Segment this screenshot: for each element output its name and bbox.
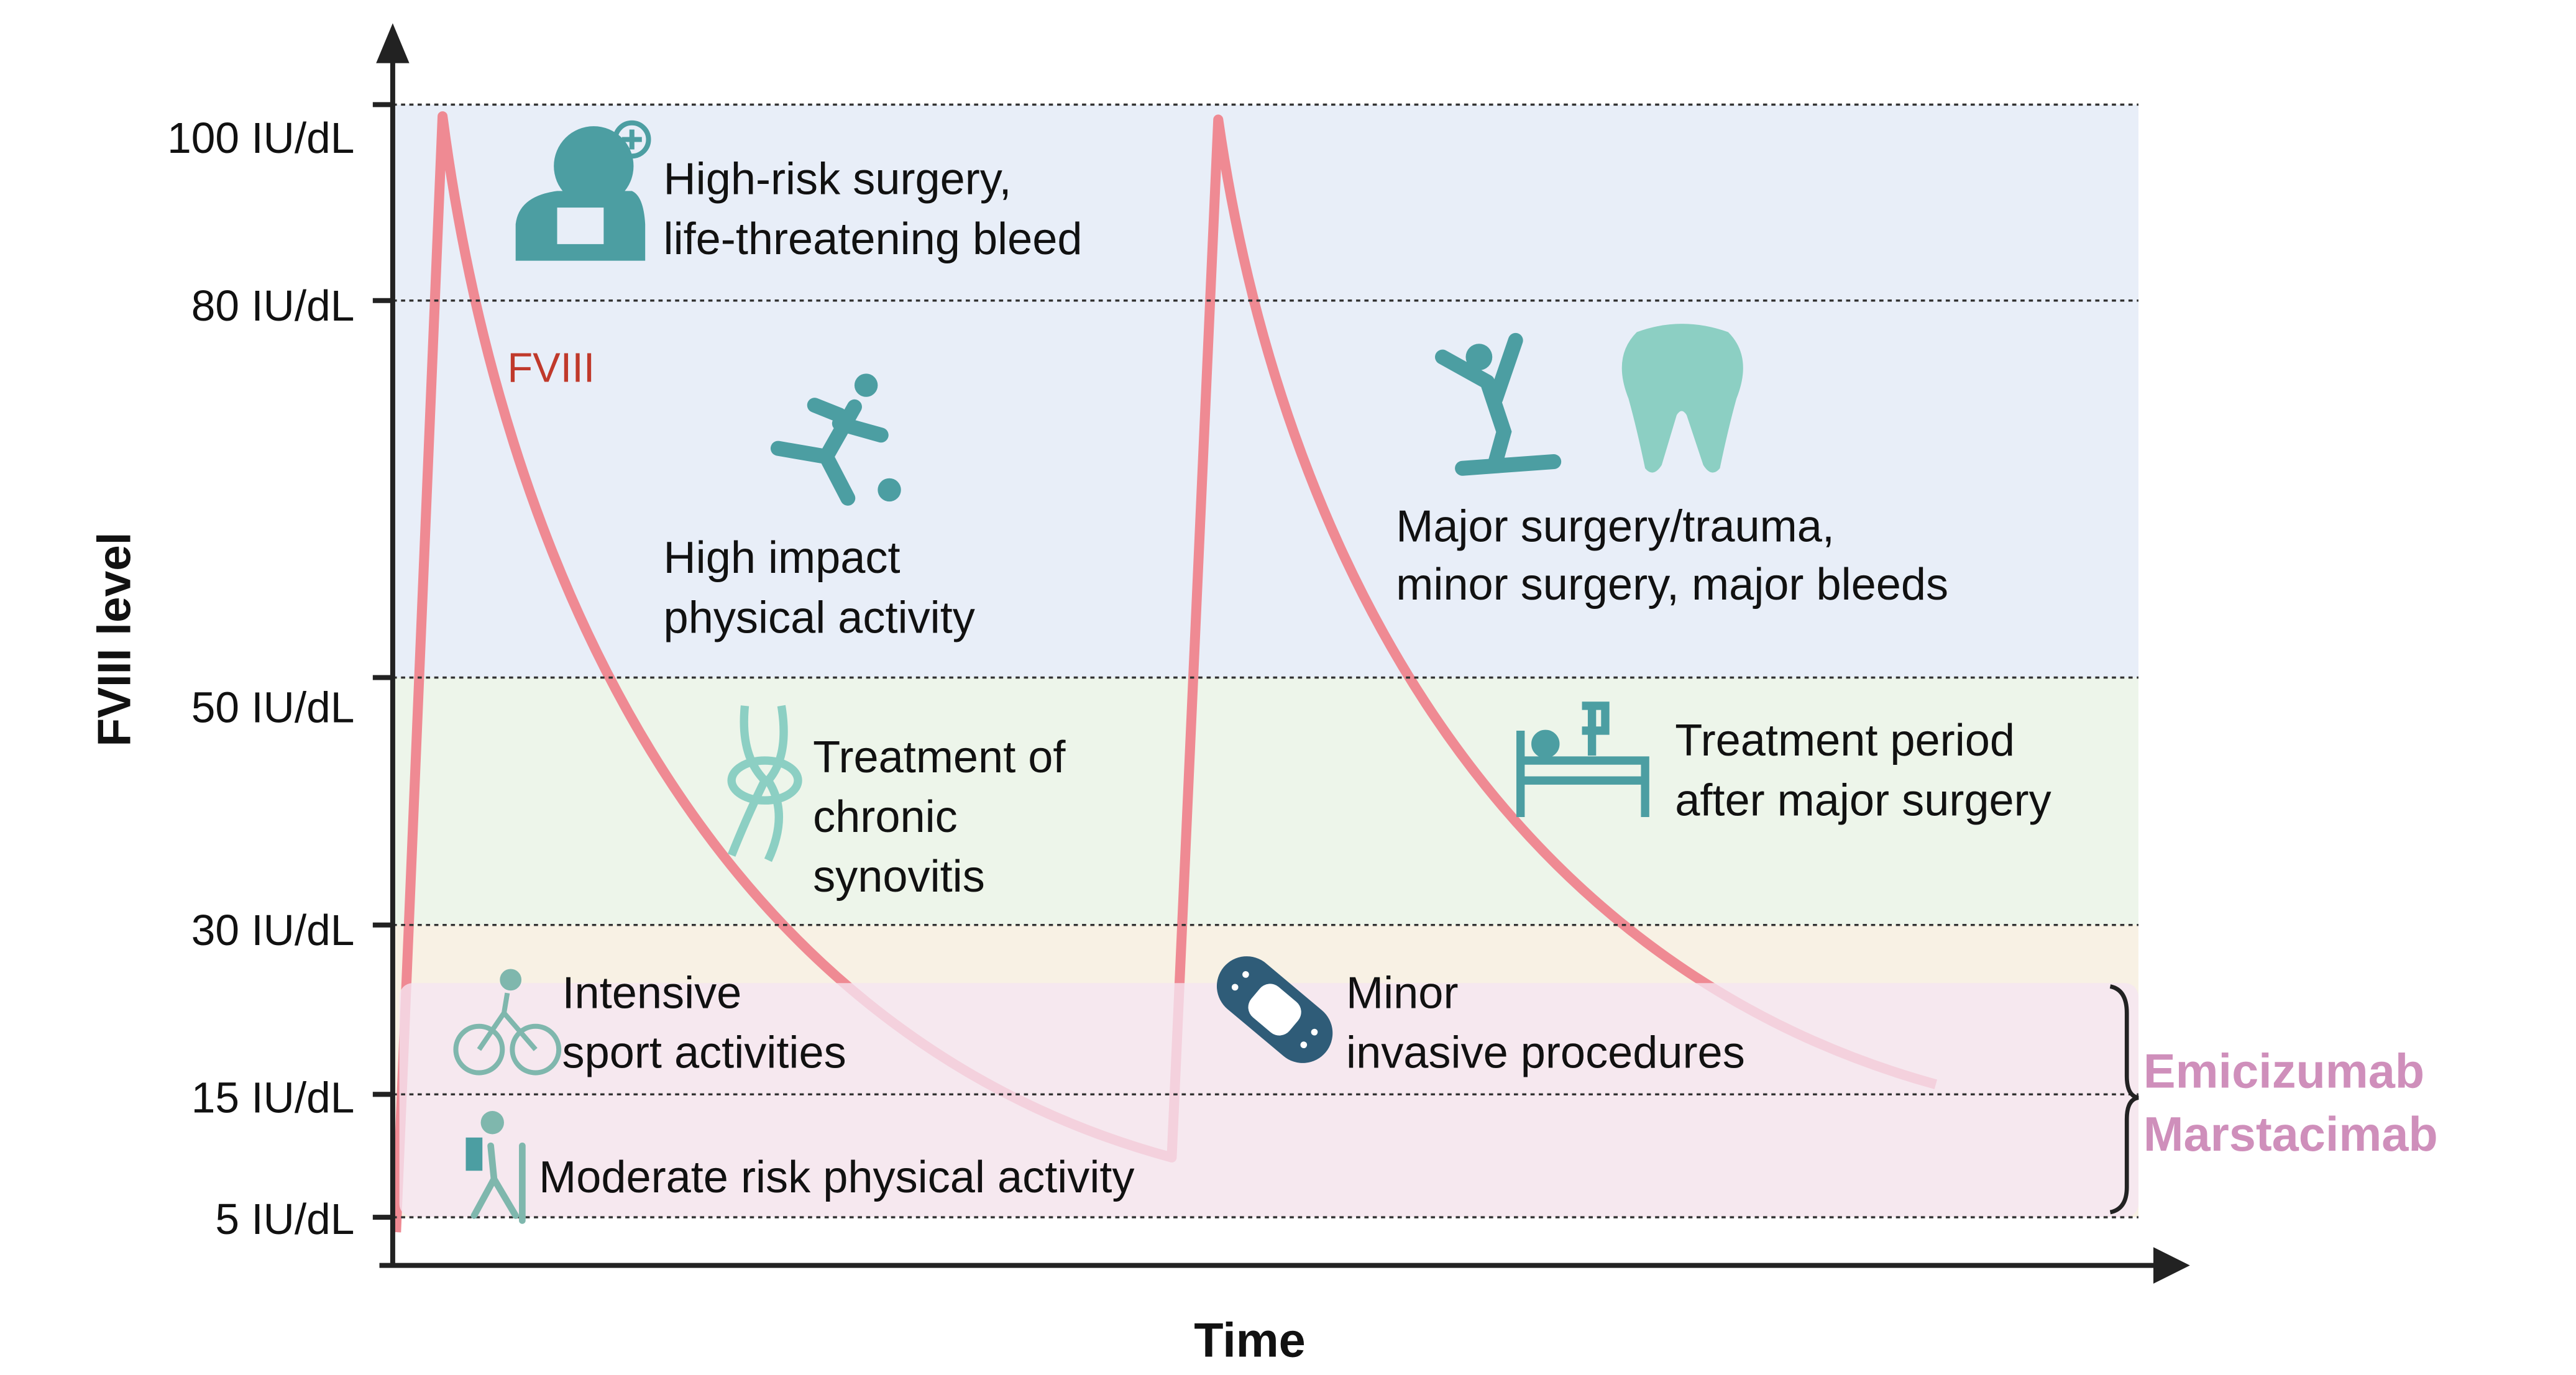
annotation-high-risk: High-risk surgery, life-threatening blee…	[664, 155, 1083, 264]
hiker-icon	[465, 1111, 526, 1224]
annotation-synovitis: Treatment of chronic synovitis	[813, 733, 1078, 902]
fviii-curve-label: FVIII	[507, 345, 595, 391]
annotation-intensive: Intensive sport activities	[562, 968, 846, 1077]
annotation-major-surgery: Major surgery/trauma, minor surgery, maj…	[1396, 501, 1948, 610]
surgeon-icon	[515, 120, 651, 261]
y-tick-label: 15 IU/dL	[191, 1074, 355, 1122]
tooth-icon	[1621, 324, 1743, 473]
y-tick-label: 100 IU/dL	[167, 114, 354, 162]
band-high	[392, 104, 2138, 678]
y-tick-label: 50 IU/dL	[191, 683, 355, 732]
y-tick-label: 30 IU/dL	[191, 906, 355, 954]
x-axis-arrow	[2153, 1247, 2190, 1284]
hospital-bed-icon	[1516, 701, 1649, 817]
x-axis-title: Time	[1194, 1314, 1305, 1368]
tick-marks	[372, 102, 393, 1220]
soccer-player-icon	[770, 373, 901, 506]
bracket-label-marstacimab: Marstacimab	[2143, 1108, 2438, 1161]
y-axis-arrow	[376, 23, 410, 63]
annotation-moderate: Moderate risk physical activity	[539, 1153, 1134, 1202]
annotation-minor: Minor invasive procedures	[1346, 968, 1745, 1077]
knee-joint-icon	[727, 705, 802, 862]
emicizumab-band	[399, 983, 2138, 1218]
bracket	[2109, 984, 2139, 1215]
falling-person-icon	[1435, 332, 1562, 476]
bracket-label-emicizumab: Emicizumab	[2143, 1045, 2424, 1099]
cyclist-icon	[453, 969, 562, 1076]
y-tick-label: 5 IU/dL	[215, 1195, 354, 1243]
y-tick-label: 80 IU/dL	[191, 281, 355, 330]
bandage-icon	[1216, 956, 1333, 1063]
annotation-high-impact: High impact physical activity	[664, 533, 975, 642]
annotation-post-surgery: Treatment period after major surgery	[1675, 716, 2051, 825]
y-axis-title: FVIII level	[88, 532, 140, 746]
